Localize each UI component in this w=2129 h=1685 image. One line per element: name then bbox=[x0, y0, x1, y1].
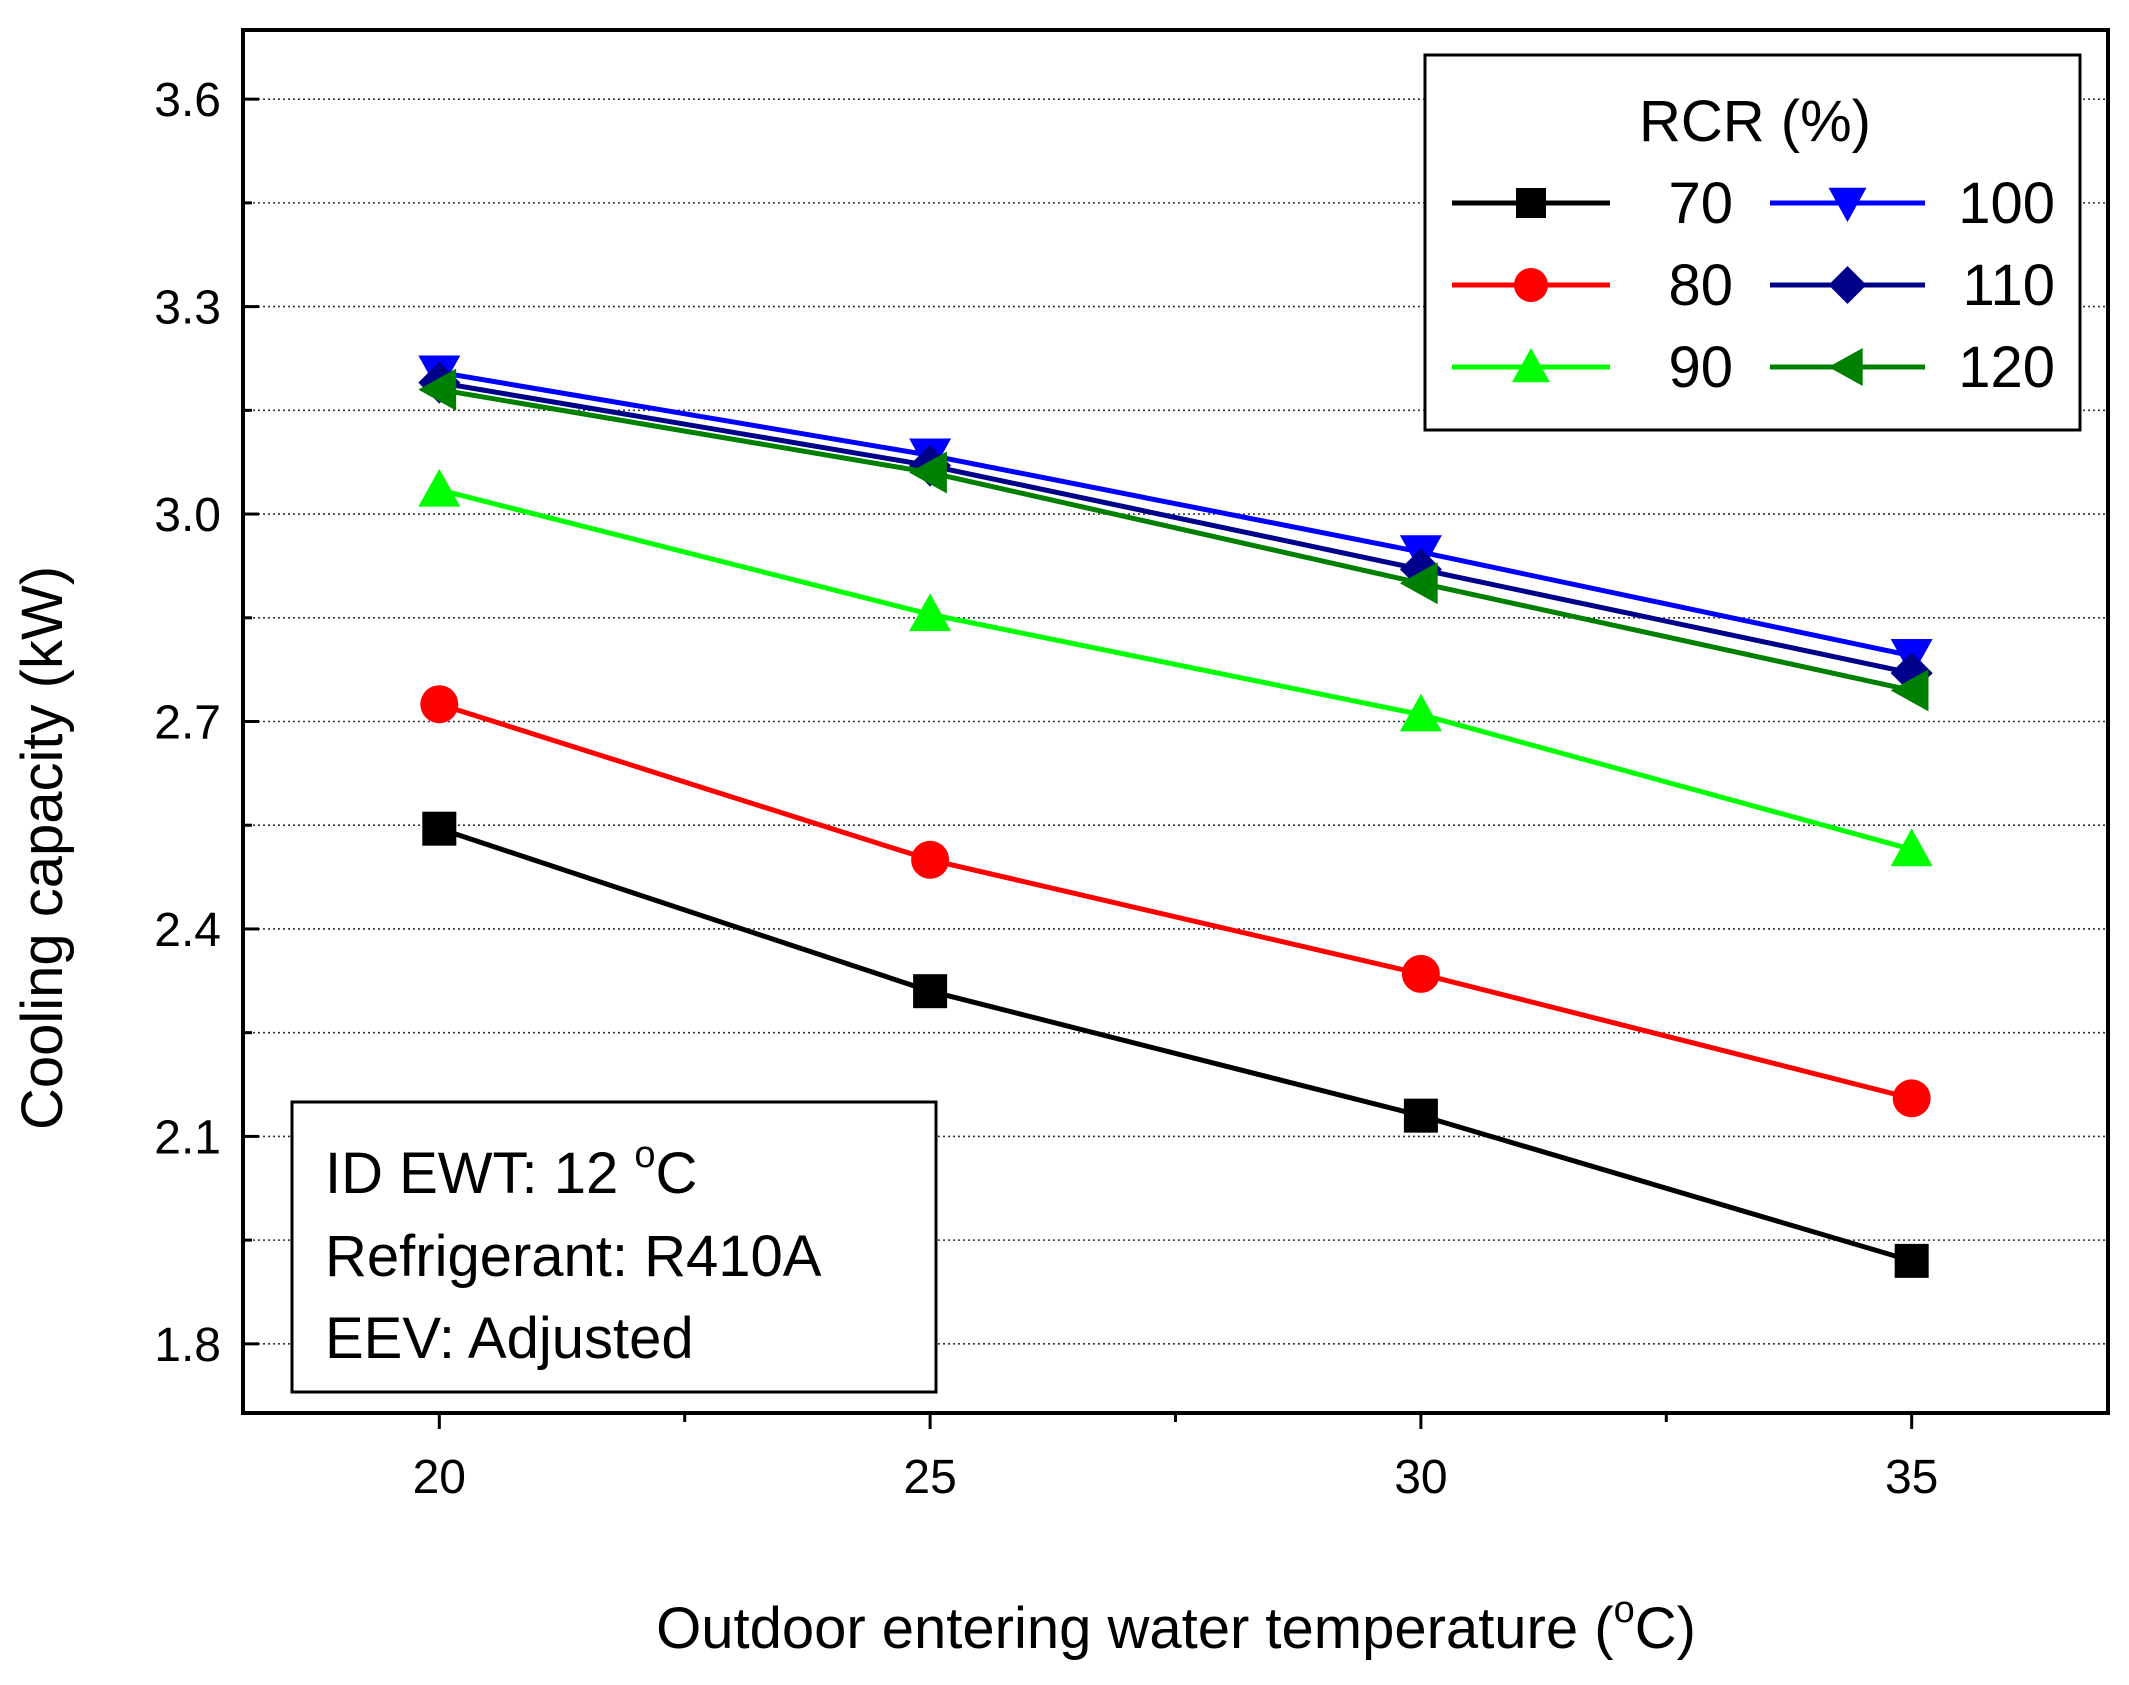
y-tick-label: 3.6 bbox=[154, 74, 221, 127]
data-point bbox=[909, 593, 952, 632]
series-80 bbox=[420, 685, 1931, 1118]
data-point bbox=[913, 974, 948, 1009]
annotation-line-2: Refrigerant: R410A bbox=[325, 1224, 822, 1289]
data-point bbox=[1892, 1079, 1931, 1118]
legend-label: 80 bbox=[1668, 253, 1733, 318]
series-70 bbox=[422, 811, 1929, 1278]
x-axis-label: Outdoor entering water temperature (oC) bbox=[656, 1589, 1696, 1661]
tick-labels: 1.8 2.1 2.4 2.7 3.0 3.3 3.6 20 25 30 35 bbox=[154, 74, 1938, 1504]
series-lines bbox=[418, 355, 1933, 1278]
data-point bbox=[1514, 268, 1548, 302]
y-axis-label: Cooling capacity (kW) bbox=[10, 566, 75, 1130]
legend-label: 100 bbox=[1958, 171, 2055, 236]
legend-label: 70 bbox=[1668, 171, 1733, 236]
data-point bbox=[418, 368, 457, 411]
data-point bbox=[1828, 266, 1867, 304]
data-point bbox=[1828, 348, 1863, 386]
data-point bbox=[1890, 828, 1933, 867]
series-90 bbox=[418, 468, 1933, 867]
series-line bbox=[438, 826, 1913, 1264]
annotation-frame bbox=[290, 1100, 938, 1394]
y-tick-label: 2.4 bbox=[154, 904, 221, 957]
y-tick-label: 2.1 bbox=[154, 1111, 221, 1164]
data-point bbox=[1401, 954, 1440, 993]
legend-entry-80: 80 bbox=[1452, 253, 1733, 318]
series-line bbox=[438, 701, 1913, 1101]
legend-label: 90 bbox=[1668, 335, 1733, 400]
data-point bbox=[1403, 1098, 1438, 1133]
data-point bbox=[420, 685, 459, 724]
y-tick-label: 3.0 bbox=[154, 489, 221, 542]
x-tick-label: 25 bbox=[903, 1451, 956, 1504]
x-tick-label: 30 bbox=[1394, 1451, 1447, 1504]
data-point bbox=[1894, 1243, 1929, 1278]
data-point bbox=[1512, 348, 1550, 383]
data-point bbox=[1399, 693, 1442, 732]
x-tick-label: 20 bbox=[413, 1451, 466, 1504]
plot-frame bbox=[241, 28, 2110, 1415]
data-point bbox=[422, 811, 457, 846]
legend-entry-120: 120 bbox=[1770, 335, 2055, 400]
y-tick-label: 1.8 bbox=[154, 1319, 221, 1372]
legend: RCR (%) 70 80 90 100 110 120 bbox=[1423, 53, 2082, 432]
legend-title: RCR (%) bbox=[1639, 89, 1871, 154]
legend-entry-70: 70 bbox=[1452, 171, 1733, 236]
annotation-line-3: EEV: Adjusted bbox=[325, 1306, 694, 1371]
data-point bbox=[911, 840, 950, 879]
series-line bbox=[438, 487, 1913, 852]
data-point bbox=[909, 451, 947, 494]
legend-label: 110 bbox=[1963, 253, 2055, 318]
series-line bbox=[438, 369, 1913, 659]
legend-label: 120 bbox=[1958, 335, 2055, 400]
data-point bbox=[1890, 669, 1929, 712]
y-tick-label: 3.3 bbox=[154, 282, 221, 335]
series-120 bbox=[418, 368, 1929, 712]
y-tick-label: 2.7 bbox=[154, 697, 221, 750]
data-point bbox=[1828, 187, 1867, 222]
data-point bbox=[418, 468, 461, 507]
data-point bbox=[1399, 562, 1438, 605]
legend-entry-100: 100 bbox=[1770, 171, 2055, 236]
data-point bbox=[1516, 188, 1546, 218]
x-tick-label: 35 bbox=[1885, 1451, 1938, 1504]
legend-entry-90: 90 bbox=[1452, 335, 1733, 400]
series-line bbox=[438, 380, 1913, 676]
legend-entry-110: 110 bbox=[1770, 253, 2055, 318]
annotation-box: ID EWT: 12 oC Refrigerant: R410A EEV: Ad… bbox=[290, 1100, 938, 1394]
annotation-line-1: ID EWT: 12 oC bbox=[325, 1134, 697, 1206]
series-line bbox=[438, 387, 1913, 693]
